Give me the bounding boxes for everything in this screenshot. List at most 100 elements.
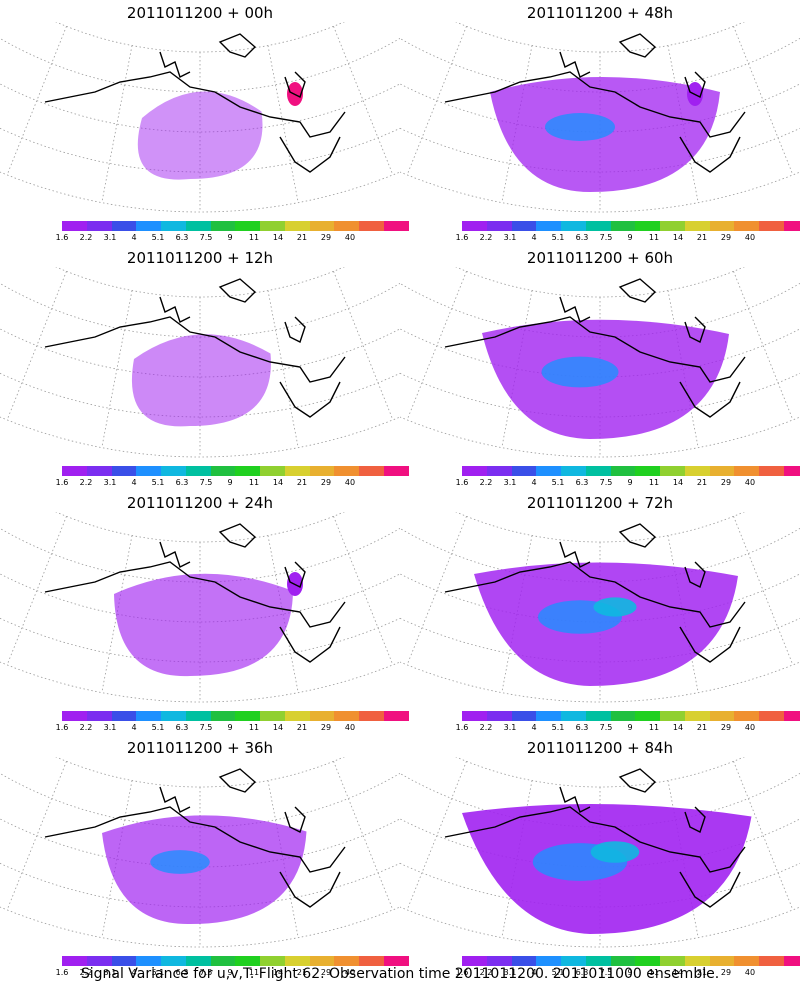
colorbar-segment [759,956,784,966]
variance-field [131,334,271,427]
colorbar-label: 21 [296,478,308,487]
colorbar [62,711,409,721]
colorbar-segment [486,221,512,231]
colorbar-labels: 1.6 2.2 3.1 4 5.1 6.3 7.5 9 11 14 21 29 40 [456,968,762,978]
panel-title: 2011011200 + 72h [526,494,674,512]
colorbar-label: 2.2 [479,968,493,977]
colorbar-label: 14 [272,968,284,977]
colorbar-segment [62,711,87,721]
colorbar-label: 5.1 [551,723,565,732]
colorbar-label: 6.3 [575,968,589,977]
colorbar-label: 40 [744,723,756,732]
colorbar-label: 5.1 [151,968,165,977]
colorbar-label: 29 [320,968,332,977]
panel-title: 2011011200 + 00h [126,4,274,22]
colorbar-label: 21 [296,968,308,977]
panel-title: 2011011200 + 84h [526,739,674,757]
colorbar [462,221,800,231]
coastline [44,768,346,908]
colorbar-segment [759,221,784,231]
colorbar-label: 5.1 [151,233,165,242]
colorbar-label: 11 [248,233,260,242]
variance-region [131,334,271,427]
coastline [44,278,346,418]
colorbar-label: 14 [272,723,284,732]
colorbar-label: 7.5 [599,233,613,242]
coastline [444,33,746,173]
colorbar-segment [660,221,685,231]
colorbar-label: 9 [227,233,233,242]
variance-field [102,815,307,925]
colorbar-label: 14 [672,233,684,242]
colorbar [462,711,800,721]
forecast-map [400,22,800,213]
colorbar-label: 11 [248,968,260,977]
colorbar-label: 2.2 [79,968,93,977]
colorbar-label: 9 [627,233,633,242]
colorbar-segment [359,956,384,966]
colorbar-label: 7.5 [199,723,213,732]
colorbar-label: 5.1 [551,968,565,977]
colorbar-segment [709,221,735,231]
variance-region [137,91,263,180]
colorbar-label: 2.2 [79,233,93,242]
map-panel: 2011011200 + 72h 1.6 2.2 3.1 4 5.1 6.3 7.5 9 11 14… [400,490,800,735]
colorbar-segment [561,466,586,476]
colorbar-segment [111,956,137,966]
colorbar-label: 3.1 [103,723,117,732]
colorbar-segment [86,466,112,476]
colorbar-segment [734,221,759,231]
colorbar-segment [561,956,586,966]
variance-core [150,850,210,874]
colorbar-segment [210,711,236,721]
colorbar-label: 14 [272,478,284,487]
colorbar-labels: 1.6 2.2 3.1 4 5.1 6.3 7.5 9 11 14 21 29 40 [456,723,762,733]
colorbar-segment [635,221,660,231]
colorbar-segment [759,466,784,476]
colorbar-segment [783,466,800,476]
colorbar-label: 29 [320,478,332,487]
colorbar-segment [660,956,685,966]
colorbar-segment [709,466,735,476]
colorbar-segment [260,711,285,721]
colorbar-segment [62,221,87,231]
colorbar [62,221,409,231]
panel-title: 2011011200 + 36h [126,739,274,757]
colorbar-segment [161,956,186,966]
colorbar-segment [585,466,611,476]
variance-peak [593,597,637,617]
colorbar-segment [635,956,660,966]
colorbar-label: 21 [696,968,708,977]
coastline [44,33,346,173]
colorbar-label: 5.1 [151,478,165,487]
colorbar-label: 3.1 [503,968,517,977]
colorbar-segment [383,221,409,231]
colorbar-segment [684,711,710,721]
map-panel: 2011011200 + 48h 1.6 2.2 3.1 4 5.1 6.3 7.5 9 11 14… [400,0,800,245]
colorbar-label: 2.2 [79,478,93,487]
colorbar-label: 3.1 [503,233,517,242]
colorbar-label: 4 [531,233,537,242]
colorbar-segment [210,221,236,231]
colorbar-segment [610,466,636,476]
colorbar-segment [610,956,636,966]
forecast-map [400,512,800,703]
colorbar-segment [284,956,310,966]
colorbar-segment [62,956,87,966]
colorbar-label: 29 [720,723,732,732]
colorbar-label: 29 [720,233,732,242]
colorbar-segment [783,221,800,231]
colorbar-segment [136,221,161,231]
colorbar-segment [161,466,186,476]
colorbar-segment [462,711,487,721]
colorbar-segment [62,466,87,476]
colorbar-label: 6.3 [575,478,589,487]
colorbar-segment [486,711,512,721]
colorbar-segment [536,466,561,476]
coastline [444,278,746,418]
figure-caption: Signal Variance for u,v,T. Flight 62. Ob… [80,966,720,982]
colorbar-label: 9 [227,478,233,487]
variance-region [114,573,293,677]
colorbar-label: 6.3 [175,723,189,732]
panel-title: 2011011200 + 48h [526,4,674,22]
